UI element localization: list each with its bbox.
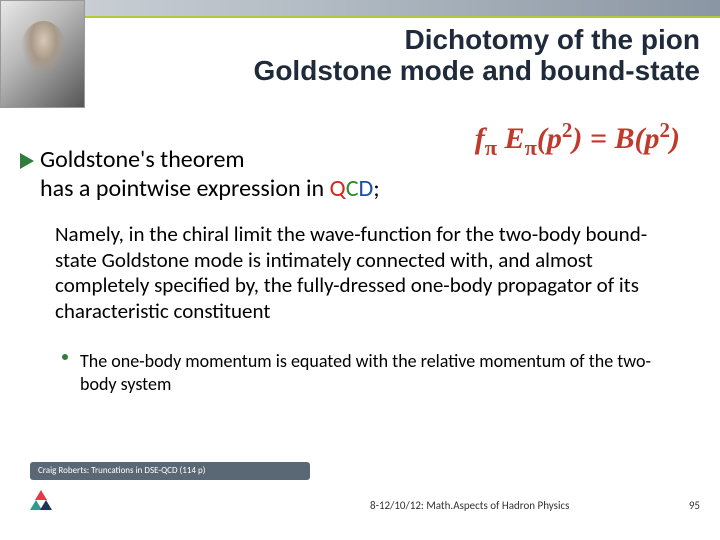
title-line-1: Dichotomy of the pion [100, 25, 700, 56]
arrow-bullet-icon [20, 153, 34, 169]
footer-date: 8-12/10/12: Math.Aspects of Hadron Physi… [370, 499, 569, 512]
sub-bullet: The one-body momentum is equated with th… [80, 350, 680, 395]
sub-bullet-text: The one-body momentum is equated with th… [80, 350, 651, 395]
eq-sup1: 2 [562, 118, 573, 142]
main-bullet: Goldstone's theorem has a pointwise expr… [20, 145, 690, 203]
sub-paragraph: Namely, in the chiral limit the wave-fun… [55, 222, 685, 324]
portrait-photo [0, 0, 85, 108]
qcd-D: D [359, 174, 374, 203]
bullet-lead: Goldstone's theorem [40, 145, 245, 174]
footer-logo-icon [30, 490, 52, 512]
title-line-2: Goldstone mode and bound-state [100, 56, 700, 87]
qcd-C: C [346, 174, 359, 203]
bullet-semi: ; [373, 174, 379, 203]
header-bar [0, 0, 720, 18]
slide-title: Dichotomy of the pion Goldstone mode and… [100, 25, 700, 87]
qcd-Q: Q [330, 174, 346, 203]
header-accent-line [0, 16, 720, 18]
page-number: 95 [689, 499, 700, 512]
bullet-cont: has a pointwise expression in [40, 174, 330, 203]
eq-sup2: 2 [660, 118, 671, 142]
footer-credit-bar: Craig Roberts: Truncations in DSE-QCD (1… [30, 462, 310, 480]
bullet-dot-icon [62, 354, 68, 360]
